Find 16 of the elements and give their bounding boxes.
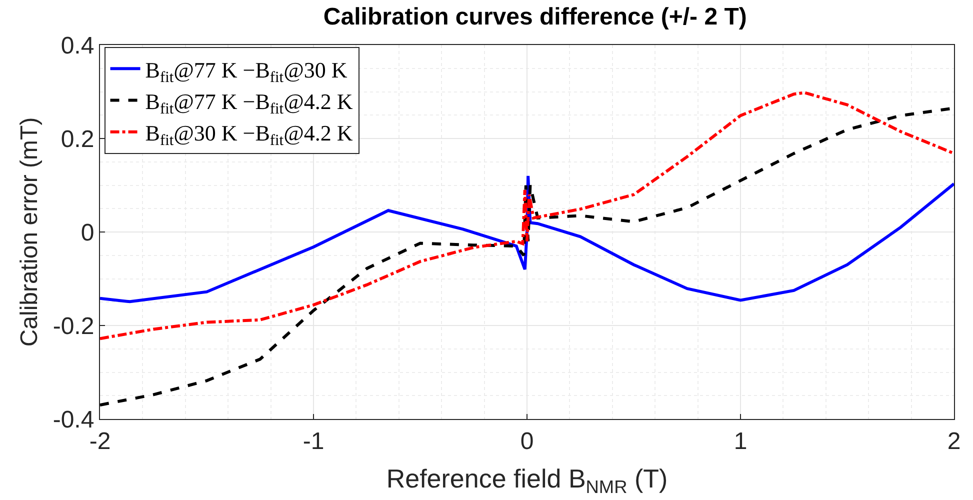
x-tick-label: 2 (947, 428, 961, 455)
y-tick-label: 0.2 (60, 126, 94, 153)
y-tick-label: 0 (80, 219, 94, 246)
x-tick-label: -1 (302, 428, 324, 455)
line-series (100, 174, 954, 304)
legend-label: B$_{fit}$@30 K −B$_{fit}$@4.2 K (145, 120, 353, 150)
legend-label: B$_{fit}$@77 K −B$_{fit}$@30 K (145, 57, 348, 86)
x-tick-label: 0 (520, 428, 534, 455)
x-axis-title: Reference field B$_{NMR}$ (T) (386, 464, 668, 497)
x-tick-label: 1 (734, 428, 748, 455)
chart-title: Calibration curves difference (+/- 2 T) (323, 3, 747, 30)
line-series (100, 91, 954, 340)
legend-label: B$_{fit}$@77 K −B$_{fit}$@4.2 K (145, 88, 353, 118)
y-tick-label: -0.2 (52, 312, 94, 340)
y-axis-title: Calibration error (mT) (16, 117, 43, 347)
y-tick-label: 0.4 (60, 32, 94, 60)
